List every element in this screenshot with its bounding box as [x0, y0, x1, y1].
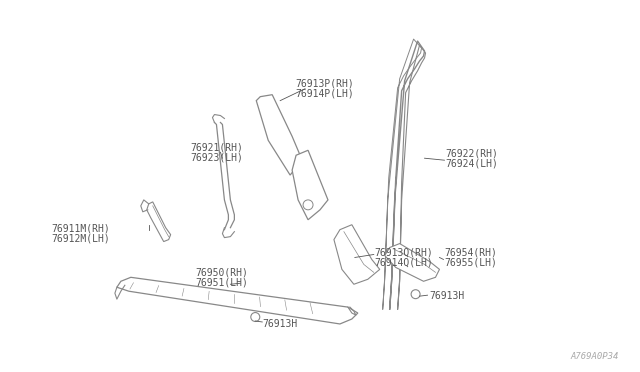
Polygon shape	[334, 225, 380, 284]
Polygon shape	[256, 95, 300, 175]
Text: 76913P(RH): 76913P(RH)	[295, 79, 354, 89]
Circle shape	[411, 290, 420, 299]
Text: 76914Q(LH): 76914Q(LH)	[375, 257, 433, 267]
Text: 76913H: 76913H	[262, 319, 298, 329]
Polygon shape	[385, 244, 440, 281]
Text: 76921(RH): 76921(RH)	[191, 142, 243, 152]
Text: 76914P(LH): 76914P(LH)	[295, 89, 354, 99]
Polygon shape	[117, 277, 358, 324]
Text: 76922(RH): 76922(RH)	[445, 148, 499, 158]
Text: 76950(RH): 76950(RH)	[196, 267, 248, 278]
Circle shape	[251, 312, 260, 321]
Text: 76924(LH): 76924(LH)	[445, 158, 499, 168]
Text: 76954(RH): 76954(RH)	[444, 247, 497, 257]
Text: 76923(LH): 76923(LH)	[191, 152, 243, 162]
Text: 76913Q(RH): 76913Q(RH)	[375, 247, 433, 257]
Text: 76955(LH): 76955(LH)	[444, 257, 497, 267]
Text: 76913H: 76913H	[429, 291, 465, 301]
Polygon shape	[292, 150, 328, 220]
Polygon shape	[147, 202, 171, 241]
Text: 76951(LH): 76951(LH)	[196, 277, 248, 287]
Text: 76912M(LH): 76912M(LH)	[51, 234, 110, 244]
Text: A769A0P34: A769A0P34	[570, 352, 619, 361]
Text: 76911M(RH): 76911M(RH)	[51, 224, 110, 234]
Circle shape	[303, 200, 313, 210]
